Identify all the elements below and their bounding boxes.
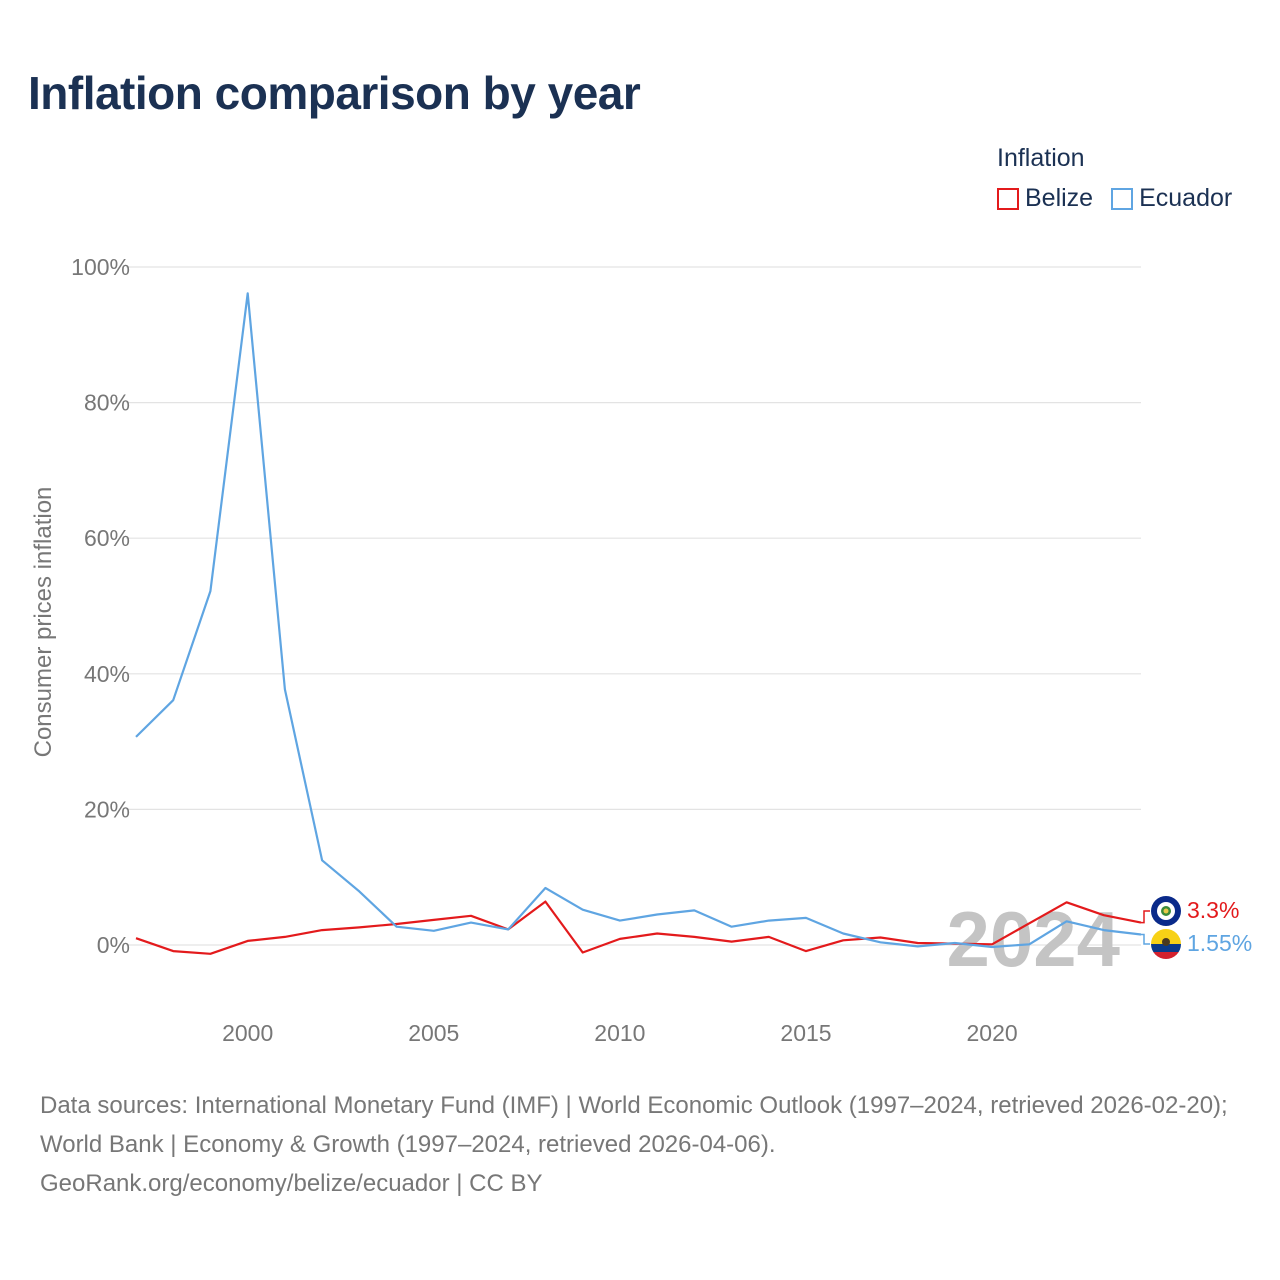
legend-swatch-belize [997, 187, 1019, 210]
belize-flag-icon [1151, 896, 1181, 926]
legend-title: Inflation [997, 144, 1085, 172]
x-tick-labels: 2000 2005 2010 2015 2020 [222, 1020, 1018, 1046]
data-sources: Data sources: International Monetary Fun… [40, 1086, 1250, 1203]
legend: Belize Ecuador [997, 184, 1232, 213]
grid-lines [126, 266, 1141, 946]
x-tick-label: 2015 [780, 1020, 831, 1046]
y-tick-label: 60% [84, 525, 130, 551]
belize-end-label: 3.3% [1187, 897, 1239, 923]
y-axis-label: Consumer prices inflation [30, 487, 57, 758]
ecuador-end-marker: 1.55% [1141, 929, 1252, 959]
y-tick-label: 80% [84, 390, 130, 416]
chart-title: Inflation comparison by year [28, 67, 641, 119]
legend-label-belize: Belize [1025, 184, 1094, 212]
legend-item-ecuador[interactable]: Ecuador [1111, 184, 1232, 213]
ecuador-flag-icon [1151, 929, 1181, 959]
y-tick-label: 40% [84, 661, 130, 687]
series-lines [135, 292, 1142, 955]
belize-end-marker: 3.3% [1141, 896, 1239, 926]
legend-swatch-ecuador [1111, 187, 1134, 210]
series-line-ecuador[interactable] [135, 292, 1142, 949]
belize-leader-line [1141, 910, 1150, 924]
y-tick-label: 0% [97, 932, 130, 958]
ecuador-end-label: 1.55% [1187, 930, 1252, 956]
line-chart: 0%20%40%60%80%100% 2000 2005 2010 2015 2020 … [30, 254, 1252, 1046]
x-tick-label: 2000 [222, 1020, 273, 1046]
sources-line-2[interactable]: GeoRank.org/economy/belize/ecuador | CC … [40, 1170, 543, 1197]
legend-label-ecuador: Ecuador [1139, 184, 1233, 212]
x-tick-label: 2010 [594, 1020, 645, 1046]
y-tick-labels: 0% 20% 40% 60% 80% 100% [71, 254, 130, 958]
legend-item-belize[interactable]: Belize [997, 184, 1093, 213]
ecuador-leader-line [1141, 933, 1150, 945]
y-tick-label: 20% [84, 796, 130, 822]
sources-line-1: Data sources: International Monetary Fun… [40, 1092, 1228, 1158]
x-tick-label: 2005 [408, 1020, 459, 1046]
y-tick-label: 100% [71, 254, 130, 280]
x-tick-label: 2020 [967, 1020, 1018, 1046]
year-watermark: 2024 [946, 895, 1120, 983]
